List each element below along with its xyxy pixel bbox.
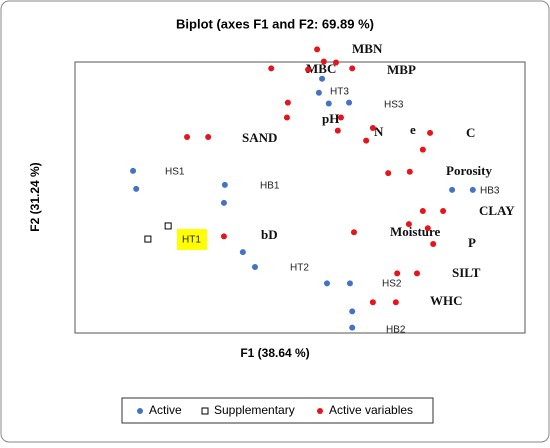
variable-label: e [410, 122, 416, 137]
variable-label: P [468, 235, 476, 250]
point [283, 114, 290, 121]
legend-marker [201, 407, 209, 415]
point [394, 270, 401, 277]
observation-label: HT2 [290, 263, 309, 274]
point [337, 114, 344, 121]
legend-marker [317, 408, 323, 414]
legend-marker [137, 408, 143, 414]
y-axis-label: F2 (31.24 %) [28, 162, 42, 231]
legend-box [121, 397, 434, 424]
point [351, 229, 357, 236]
variable-label: N [374, 124, 384, 139]
observation-label: HT3 [330, 87, 349, 98]
point [385, 170, 392, 177]
variable-label: WHC [430, 293, 463, 308]
point [220, 233, 227, 240]
point [369, 124, 376, 131]
highlight [177, 229, 207, 250]
point [325, 100, 332, 107]
point [414, 270, 420, 277]
variable-label: SAND [242, 130, 277, 145]
point [405, 221, 412, 228]
variable-label: C [466, 125, 475, 140]
point [346, 280, 353, 287]
point [284, 99, 291, 106]
point [349, 308, 356, 315]
point [320, 58, 327, 65]
point [349, 65, 356, 72]
point [144, 235, 152, 243]
point [315, 89, 322, 96]
point [164, 222, 172, 230]
observation-label: HT1 [182, 235, 201, 246]
point [449, 186, 456, 193]
point [221, 181, 228, 188]
point [440, 208, 447, 215]
point [349, 324, 356, 331]
point [220, 199, 227, 206]
observation-label: HB3 [480, 186, 500, 197]
point [205, 133, 212, 140]
plot-area [74, 61, 526, 334]
point [184, 133, 191, 140]
point [334, 127, 341, 134]
point [268, 65, 275, 72]
legend-label: Supplementary [214, 403, 295, 417]
point [333, 59, 339, 66]
point [239, 249, 246, 256]
variable-label: MBC [306, 61, 336, 76]
point [305, 66, 312, 73]
point [130, 167, 137, 174]
observation-label: HB2 [386, 325, 406, 336]
variable-label: MBP [387, 62, 416, 77]
observation-label: HS3 [384, 100, 404, 111]
point [424, 225, 431, 232]
variable-label: Moisture [390, 224, 441, 239]
point [346, 99, 353, 106]
observation-label: HB1 [260, 181, 280, 192]
observation-label: HS2 [382, 279, 402, 290]
point [314, 46, 321, 53]
x-axis-label: F1 (38.64 %) [240, 346, 309, 360]
chart-title: Biplot (axes F1 and F2: 69.89 %) [176, 16, 374, 31]
point [419, 146, 426, 153]
observation-label: HS1 [165, 167, 185, 178]
point [392, 299, 399, 306]
point [406, 168, 413, 175]
legend-label: Active [149, 403, 182, 417]
legend-label: Active variables [329, 403, 413, 417]
variable-label: MBN [352, 41, 383, 56]
point [319, 75, 326, 82]
point [252, 264, 258, 271]
variable-label: bD [261, 227, 278, 242]
point [369, 299, 376, 306]
point [419, 208, 426, 215]
point [430, 241, 437, 248]
variable-label: SILT [452, 265, 481, 280]
point [324, 280, 330, 287]
variable-label: CLAY [479, 203, 515, 218]
point [469, 186, 476, 193]
point [363, 137, 370, 144]
point [133, 185, 140, 192]
variable-label: Porosity [446, 163, 492, 178]
point [427, 129, 434, 136]
variable-label: pH [322, 111, 339, 126]
